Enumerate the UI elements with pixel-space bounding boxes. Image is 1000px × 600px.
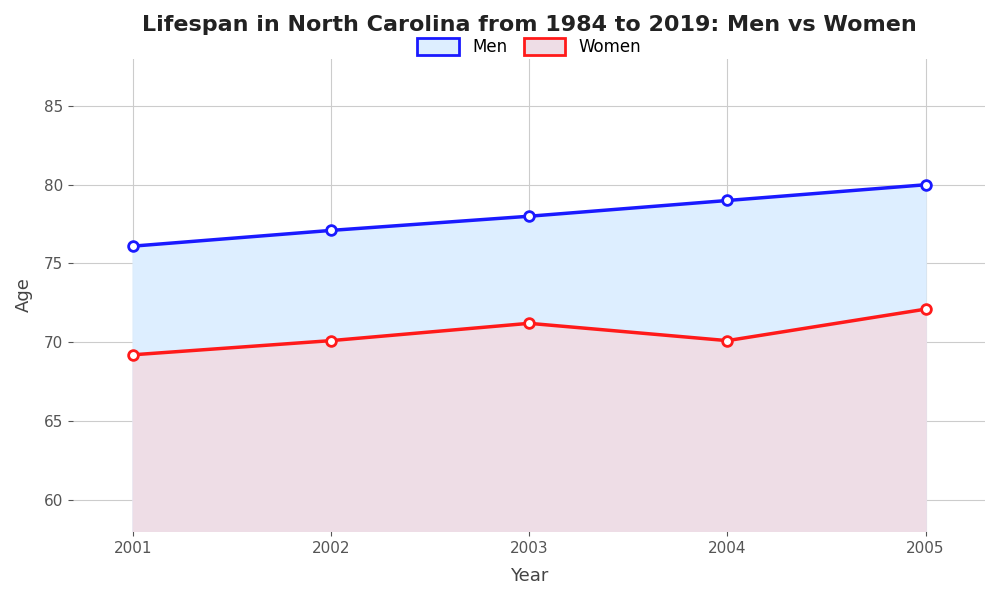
X-axis label: Year: Year bbox=[510, 567, 548, 585]
Legend: Men, Women: Men, Women bbox=[409, 29, 650, 64]
Y-axis label: Age: Age bbox=[15, 278, 33, 313]
Title: Lifespan in North Carolina from 1984 to 2019: Men vs Women: Lifespan in North Carolina from 1984 to … bbox=[142, 15, 916, 35]
